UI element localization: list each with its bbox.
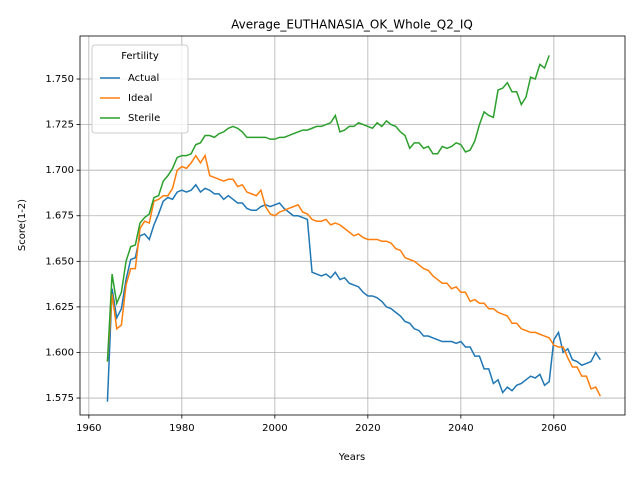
legend-label: Actual [128,73,159,84]
data-line [106,55,550,362]
y-tick-label: 1.625 [45,302,74,313]
y-tick-label: 1.650 [45,256,74,267]
y-tick-label: 1.725 [45,120,74,131]
y-tick-label: 1.750 [45,74,74,85]
y-axis-label: Score(1-2) [17,199,28,251]
x-tick-label: 1960 [76,423,101,434]
y-tick-label: 1.575 [45,393,74,404]
legend-box [91,44,189,134]
x-tick-label: 1980 [169,423,194,434]
x-axis-label: Years [338,452,365,463]
x-tick-label: 2000 [262,423,287,434]
legend-label: Sterile [128,113,160,124]
data-line [106,183,601,402]
data-line [106,153,602,397]
y-tick-label: 1.600 [45,347,74,358]
legend-title: Fertility [121,51,159,62]
chart-title: Average_EUTHANASIA_OK_Whole_Q2_IQ [231,18,473,32]
y-tick-label: 1.675 [45,211,74,222]
x-tick-label: 2040 [448,423,473,434]
plot-frame [79,35,626,416]
x-tick-label: 2060 [541,423,566,434]
y-tick-label: 1.700 [45,165,74,176]
legend-label: Ideal [128,93,152,104]
x-tick-label: 2020 [355,423,380,434]
